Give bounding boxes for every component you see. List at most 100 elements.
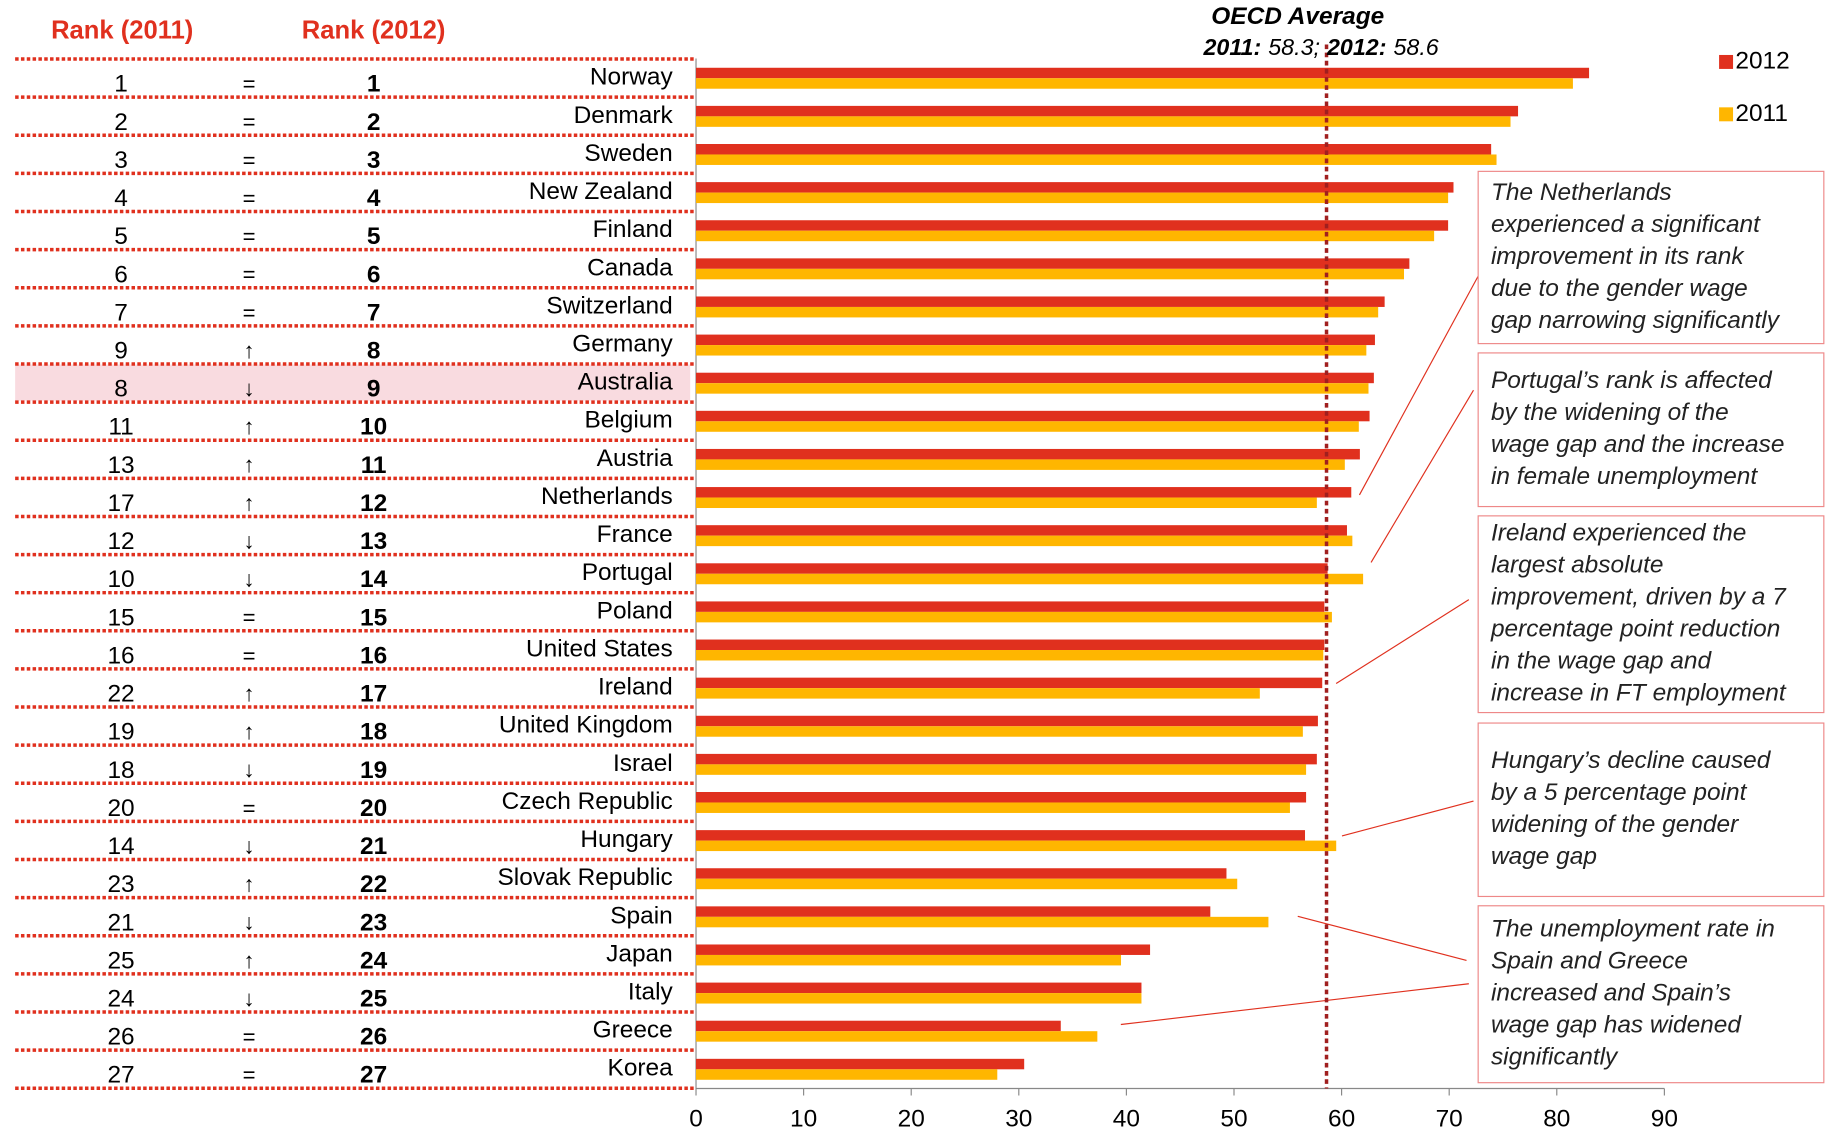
rank-2012: 25	[360, 986, 387, 1013]
oecd-title: OECD Average	[1211, 3, 1384, 30]
bar	[696, 868, 1227, 879]
rank-2012: 15	[360, 604, 387, 631]
x-tick-label: 0	[689, 1105, 703, 1132]
bar	[696, 611, 1332, 623]
bar	[696, 1069, 998, 1080]
rank-change: =	[243, 185, 256, 210]
annotation-text: in the wage gap and	[1491, 648, 1713, 675]
rank-2011: 12	[107, 528, 134, 555]
bar	[696, 258, 1410, 269]
bar	[696, 601, 1325, 612]
annotation-text: The unemployment rate in	[1491, 916, 1775, 943]
bar	[696, 230, 1435, 242]
country-label: Finland	[593, 216, 673, 243]
rank-2012: 10	[360, 414, 387, 441]
rank-2012: 24	[360, 947, 388, 974]
bar	[696, 372, 1374, 384]
bar	[696, 487, 1352, 498]
bar	[696, 448, 1360, 460]
bar	[696, 67, 1590, 79]
rank-change: ↑	[244, 719, 255, 744]
bar	[696, 78, 1573, 89]
leader-line	[1120, 983, 1469, 1026]
oecd-values: 2011: 58.3; 2012: 58.6	[1202, 34, 1438, 60]
rank-2012: 22	[360, 871, 387, 898]
legend-label: 2012	[1735, 47, 1789, 74]
rank-2011: 26	[107, 1024, 134, 1051]
rank-2011: 10	[107, 566, 134, 593]
annotation-text: gap narrowing significantly	[1491, 307, 1781, 334]
annotation-text: experienced a significant	[1491, 211, 1761, 238]
legend-swatch	[1719, 54, 1734, 69]
rank-change: =	[243, 300, 256, 325]
leader-line	[1341, 800, 1474, 837]
bar	[696, 1058, 1025, 1070]
rank-change: =	[243, 643, 256, 668]
bar	[696, 296, 1385, 307]
bar	[696, 383, 1369, 394]
country-label: Ireland	[598, 674, 673, 701]
country-label: Portugal	[582, 559, 673, 586]
bar	[696, 944, 1151, 955]
rank-2012: 2	[367, 109, 381, 136]
bar	[696, 688, 1260, 699]
bar	[696, 268, 1404, 280]
leader-line	[1297, 915, 1467, 962]
country-label: Korea	[608, 1055, 674, 1082]
rank-2011: 9	[114, 338, 128, 365]
highlight-row	[15, 364, 691, 401]
bar	[696, 563, 1328, 574]
annotation-text: Ireland experienced the	[1491, 520, 1746, 547]
x-tick-label: 20	[898, 1105, 925, 1132]
bar	[696, 753, 1317, 765]
rank-2011: 19	[107, 719, 134, 746]
country-label: Norway	[590, 64, 674, 91]
bar	[696, 993, 1142, 1004]
bar	[696, 1031, 1098, 1042]
rank-2012: 13	[360, 528, 387, 555]
annotation-box	[1477, 905, 1825, 1084]
bar	[696, 334, 1375, 346]
rank-change: =	[243, 262, 256, 287]
country-label: Spain	[610, 902, 673, 929]
bar	[696, 954, 1122, 966]
leader-line	[1358, 275, 1479, 496]
rank-2011: 11	[108, 414, 133, 441]
annotation-text: improvement, driven by a 7	[1491, 584, 1787, 611]
rank-2011: 8	[114, 376, 128, 403]
rank-2012: 20	[360, 795, 387, 822]
rank-2012: 17	[360, 681, 387, 708]
bar	[696, 1020, 1061, 1032]
bar	[696, 840, 1337, 852]
bar	[696, 764, 1307, 775]
rank-2011: 2	[114, 109, 128, 136]
annotation-text: widening of the gender	[1491, 811, 1739, 838]
country-label: Sweden	[584, 140, 672, 167]
bar	[696, 573, 1364, 585]
annotation-box	[1477, 722, 1825, 898]
country-label: Japan	[606, 940, 673, 967]
rank-2012: 19	[360, 757, 387, 784]
x-tick-label: 60	[1328, 1105, 1355, 1132]
rank-2012: 16	[360, 642, 387, 669]
x-tick-label: 30	[1005, 1105, 1032, 1132]
bar	[696, 144, 1492, 155]
rank-2011: 13	[107, 452, 134, 479]
annotation-text: by the widening of the	[1491, 399, 1729, 426]
leader-lines	[1120, 275, 1479, 1026]
country-label: Poland	[597, 597, 673, 624]
bar	[696, 525, 1347, 536]
oecd-value-part: 2012:	[1326, 34, 1387, 60]
rank-2012: 14	[360, 566, 388, 593]
rank-2012: 5	[367, 223, 381, 250]
bar	[696, 639, 1325, 651]
rank-change: =	[243, 109, 256, 134]
annotation-text: increased and Spain’s	[1491, 980, 1731, 1007]
bar	[696, 345, 1367, 356]
rank-2012: 26	[360, 1024, 387, 1051]
annotation-text: increase in FT employment	[1491, 680, 1787, 707]
annotation-text: improvement in its rank	[1491, 243, 1745, 270]
rank-2012: 4	[367, 185, 381, 212]
bar	[696, 677, 1323, 689]
country-label: Italy	[628, 979, 674, 1006]
